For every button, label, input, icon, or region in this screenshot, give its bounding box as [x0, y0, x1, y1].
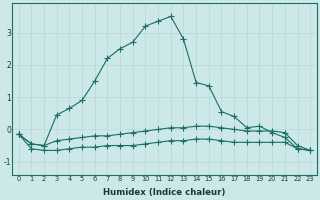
X-axis label: Humidex (Indice chaleur): Humidex (Indice chaleur)	[103, 188, 226, 197]
